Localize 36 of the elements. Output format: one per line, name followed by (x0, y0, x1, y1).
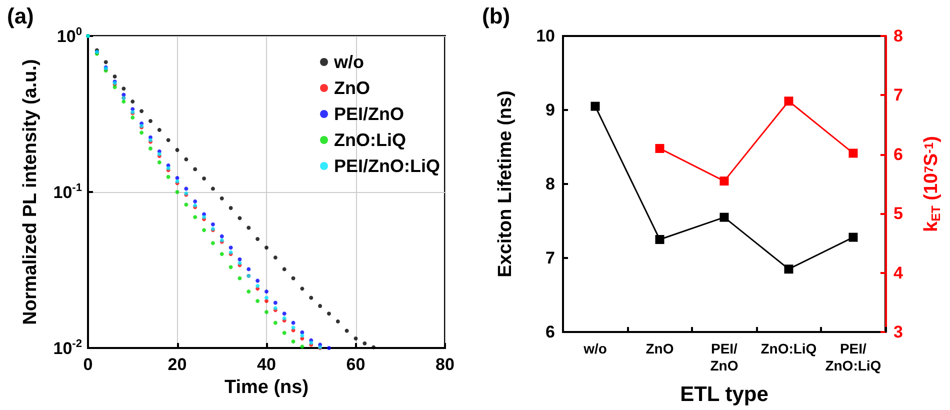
legend-label: PEI/ZnO (334, 104, 404, 124)
legend-label: PEI/ZnO:LiQ (334, 156, 440, 176)
y2-tick-label: 7 (893, 86, 903, 105)
x-tick-label: 0 (83, 355, 93, 374)
x-tick-label: 40 (257, 355, 276, 374)
y-tick-label: 9 (546, 100, 555, 120)
y-tick-label: 10 (536, 26, 555, 46)
x-tick-label: w/o (582, 340, 607, 356)
y2-tick-label: 8 (893, 26, 903, 46)
y-tick-label: 6 (546, 322, 555, 342)
x-tick-label: PEI/ ZnO:LiQ (825, 340, 882, 374)
x-axis-title: Time (ns) (224, 377, 309, 398)
x-tick-label: 60 (346, 355, 366, 374)
x-tick-label: 20 (168, 355, 187, 374)
y2-tick-label: 3 (893, 322, 903, 342)
y-tick-label: 10$^{-2}$ (53, 338, 82, 358)
legend-label: ZnO:LiQ (334, 130, 406, 150)
legend-label: ZnO (334, 78, 370, 98)
y-tick-label: 8 (546, 174, 555, 194)
y2-tick-label: 4 (893, 263, 904, 282)
y2-tick-label: 5 (893, 204, 903, 224)
x-tick-label: 80 (436, 355, 454, 374)
x-tick-label: ZnO (646, 340, 674, 356)
chart-title: (b) (482, 4, 510, 28)
x-tick-label: ZnO:LiQ (760, 340, 817, 356)
y-tick-label: 10$^{-1}$ (53, 182, 82, 202)
chart-title: (a) (7, 4, 34, 28)
y-tick-label: 7 (546, 248, 555, 268)
y2-tick-label: 6 (893, 144, 903, 164)
x-tick-label: PEI/ ZnO (710, 340, 738, 374)
y-axis-title: Exciton Lifetime (ns) (495, 90, 516, 278)
y-tick-label: 10$^{0}$ (56, 26, 82, 46)
y2-axis-title: kET (107S-1) (921, 136, 943, 232)
x-axis-title: ETL type (680, 383, 768, 406)
y-axis-title: Normalized PL intensity (a.u.) (20, 59, 41, 325)
legend-label: w/o (333, 52, 364, 72)
